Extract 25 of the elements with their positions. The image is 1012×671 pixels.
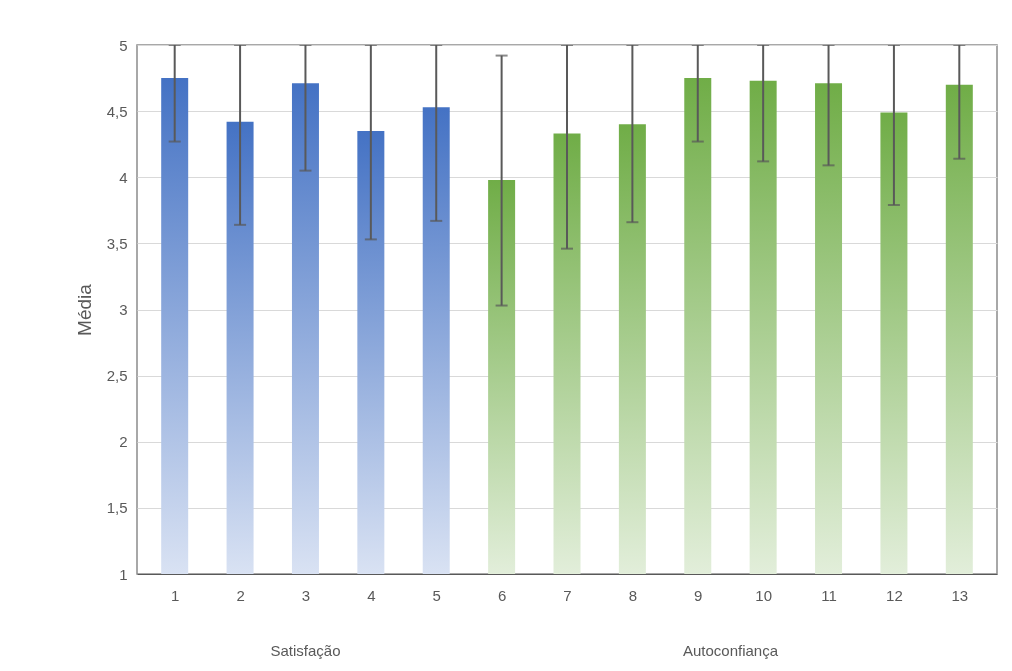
x-tick-label: 7 [563,586,572,604]
x-tick-label: 9 [694,586,703,604]
x-tick-label: 2 [236,586,245,604]
y-tick-label: 3 [119,301,128,318]
x-tick-label: 13 [951,586,969,604]
y-tick-label: 1,5 [106,499,128,517]
x-tick-label: 8 [628,586,638,604]
x-tick-label: 5 [432,586,441,604]
y-tick-label: 2 [119,433,128,451]
y-tick-label: 4 [119,168,128,186]
text: Satisfação [270,642,341,659]
x-tick-label: 3 [301,586,311,604]
y-axis-title: Média [73,283,95,336]
y-tick-label: 2,5 [106,367,128,385]
text: Autoconfiança [682,642,779,659]
x-tick-label: 10 [755,586,772,604]
y-tick-label: 3,5 [106,234,128,252]
x-tick-label: 4 [367,586,376,604]
y-tick-label: 1 [119,565,128,583]
x-tick-label: 11 [821,586,837,604]
x-tick-label: 1 [171,586,180,604]
y-tick-label: 4,5 [106,102,128,120]
x-tick-label: 12 [886,586,903,604]
x-tick-label: 6 [497,586,507,604]
y-tick-label: 5 [119,36,128,54]
